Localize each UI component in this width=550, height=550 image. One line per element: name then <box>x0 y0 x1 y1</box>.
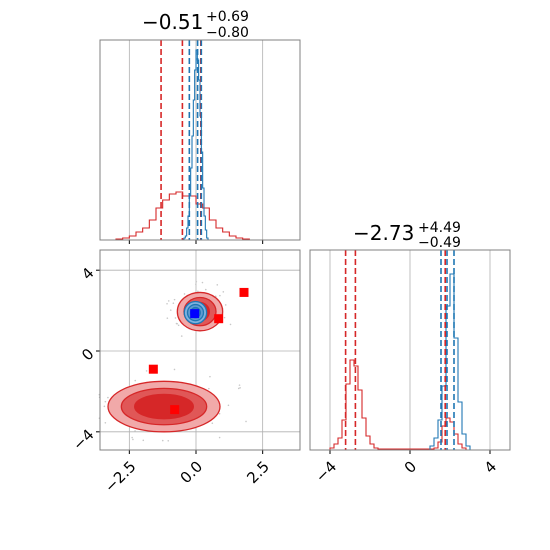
sample-point <box>103 405 106 408</box>
sample-point <box>169 309 172 311</box>
title-y-lower: −0.49 <box>418 235 461 251</box>
marker-blue-square <box>190 309 200 319</box>
histogram-blue-y <box>429 273 471 450</box>
sample-point <box>201 281 204 284</box>
panel-marginal-y <box>309 249 511 454</box>
sample-point <box>145 370 148 372</box>
sample-point <box>224 304 227 306</box>
sample-point <box>166 302 168 305</box>
sample-point <box>229 323 232 326</box>
sample-point <box>223 316 226 319</box>
histogram-blue-x <box>182 49 209 240</box>
x-tick-label: 0 <box>401 458 420 477</box>
sample-point <box>180 335 183 337</box>
y-tick-label: 0 <box>78 345 97 364</box>
sample-point <box>177 324 180 327</box>
sample-point <box>227 404 230 407</box>
sample-point <box>218 412 221 415</box>
sample-point <box>239 387 241 389</box>
sample-point <box>197 290 199 293</box>
sample-point <box>209 375 211 378</box>
title-y-upper: +4.49 <box>418 220 461 236</box>
x-tick-label: 4 <box>481 458 500 477</box>
sample-point <box>142 439 145 442</box>
sample-point <box>195 283 197 286</box>
y-tick-label: 4 <box>78 264 97 283</box>
sample-point <box>172 302 175 305</box>
sample-point <box>174 317 177 319</box>
sample-point <box>218 436 221 439</box>
y-tick-label: −4 <box>69 426 97 454</box>
x-tick-label: 2.5 <box>243 458 273 488</box>
sample-point <box>161 439 164 442</box>
sample-point <box>104 400 107 403</box>
sample-point <box>166 317 169 319</box>
histogram-red-y <box>329 359 467 450</box>
sample-point <box>183 293 186 295</box>
panel-marginal-x <box>99 39 301 244</box>
x-tick-label: 0.0 <box>177 458 207 488</box>
marker-red-square <box>239 287 249 297</box>
sample-point <box>245 420 247 423</box>
histogram-red-x <box>115 191 250 240</box>
frame-marginal-y <box>309 249 511 451</box>
frame-marginal-x <box>99 39 301 241</box>
sample-point <box>107 396 109 399</box>
x-tick-label: −2.5 <box>101 458 139 496</box>
sample-point <box>175 322 178 325</box>
x-tick-label: −4 <box>312 458 340 486</box>
sample-point <box>238 384 241 386</box>
sample-point <box>134 430 136 432</box>
sample-point <box>222 291 225 293</box>
marker-red-square <box>170 405 180 415</box>
sample-point <box>104 421 107 424</box>
title-marginal-y: −2.73 +4.49 −0.49 <box>353 220 461 251</box>
sample-point <box>173 368 176 371</box>
sample-point <box>173 298 176 301</box>
sample-point <box>167 300 170 302</box>
title-y-value: −2.73 <box>353 221 414 245</box>
sample-point <box>208 387 210 390</box>
contour-red-lower <box>134 393 194 420</box>
title-x-lower: −0.80 <box>206 25 249 41</box>
sample-point <box>237 387 240 390</box>
sample-point <box>131 436 133 439</box>
marker-red-square <box>214 314 224 324</box>
title-x-upper: +0.69 <box>206 9 249 25</box>
sample-point <box>132 438 134 441</box>
sample-point <box>211 422 214 424</box>
sample-point <box>195 280 198 283</box>
sample-point <box>204 288 207 291</box>
title-marginal-x: −0.51 +0.69 −0.80 <box>142 9 249 41</box>
sample-point <box>216 284 219 286</box>
panel-joint <box>96 249 301 454</box>
sample-point <box>167 439 170 442</box>
title-x-value: −0.51 <box>142 10 203 34</box>
sample-point <box>134 379 137 382</box>
marker-red-square <box>148 364 158 374</box>
frame-joint <box>99 249 301 451</box>
sample-point <box>219 294 221 297</box>
